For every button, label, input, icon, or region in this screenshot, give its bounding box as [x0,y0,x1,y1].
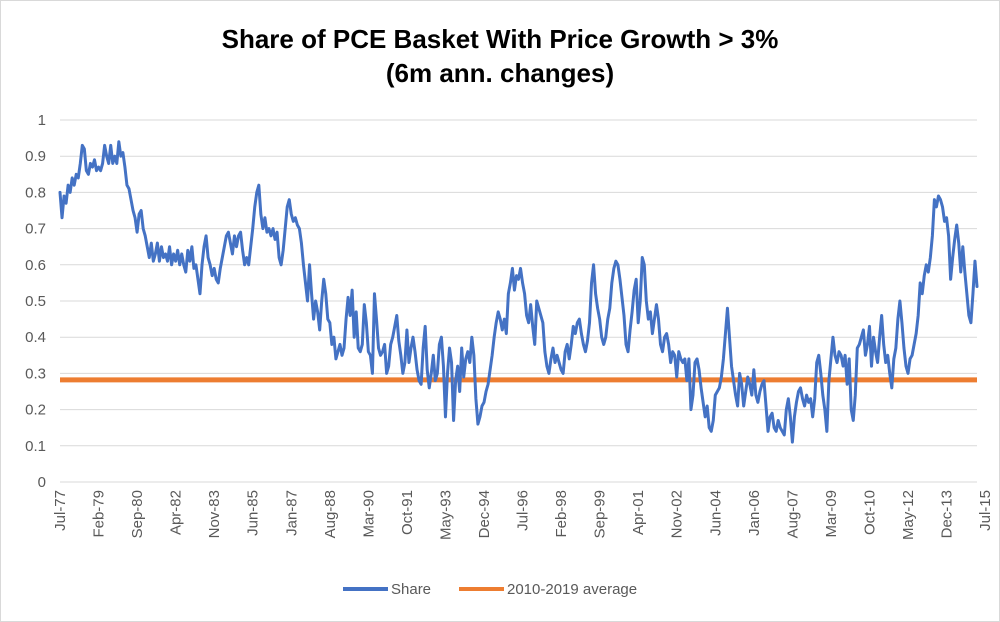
legend-label-1: 2010-2019 average [507,581,637,598]
y-tick-label: 0.9 [25,148,46,165]
x-tick-label: Apr-01 [630,490,647,535]
x-tick-label: Jul-96 [515,490,532,531]
x-tick-label: Jul-77 [52,490,69,531]
x-tick-label: Oct-91 [399,490,416,535]
x-tick-label: Jun-04 [707,490,724,536]
y-tick-label: 0.3 [25,365,46,382]
series-line-share [58,140,979,444]
y-tick-label: 0.8 [25,184,46,201]
chart-title: Share of PCE Basket With Price Growth > … [0,22,1000,90]
x-tick-label: May-12 [900,490,917,540]
x-tick-label: Sep-80 [129,490,146,538]
x-tick-label: Aug-07 [784,490,801,538]
x-tick-label: Feb-98 [553,490,570,538]
y-tick-label: 0.7 [25,221,46,238]
x-tick-label: Dec-94 [476,490,493,538]
x-tick-label: Apr-82 [168,490,185,535]
y-tick-label: 0.6 [25,257,46,274]
x-tick-label: Oct-10 [861,490,878,535]
x-tick-label: Nov-83 [206,490,223,538]
y-tick-label: 0.5 [25,293,46,310]
x-tick-label: Jun-85 [245,490,262,536]
legend: Share 2010-2019 average [343,581,637,598]
y-axis-ticks: 0 0.1 0.2 0.3 0.4 0.5 0.6 0.7 0.8 0.9 1 [25,112,46,491]
y-tick-label: 1 [38,112,46,129]
x-axis-ticks: Jul-77 Feb-79 Sep-80 Apr-82 Nov-83 Jun-85 Jan-… [52,490,994,540]
x-tick-label: Jul-15 [977,490,994,531]
x-tick-label: Dec-13 [939,490,956,538]
x-tick-label: Mar-90 [360,490,377,538]
x-tick-label: Jan-06 [746,490,763,536]
x-tick-label: Aug-88 [322,490,339,538]
y-tick-label: 0.1 [25,438,46,455]
y-tick-label: 0.2 [25,402,46,419]
x-tick-label: Mar-09 [823,490,840,538]
x-tick-label: May-93 [437,490,454,540]
x-tick-label: Feb-79 [91,490,108,538]
series-group [58,140,979,444]
chart-title-line2: (6m ann. changes) [385,58,615,88]
y-tick-label: 0.4 [25,329,46,346]
legend-label-0: Share [391,581,431,598]
y-tick-label: 0 [38,474,46,491]
grid-lines [60,119,977,483]
x-tick-label: Sep-99 [592,490,609,538]
chart-title-line1: Share of PCE Basket With Price Growth > … [221,24,779,54]
x-tick-label: Jan-87 [283,490,300,536]
x-tick-label: Nov-02 [669,490,686,538]
